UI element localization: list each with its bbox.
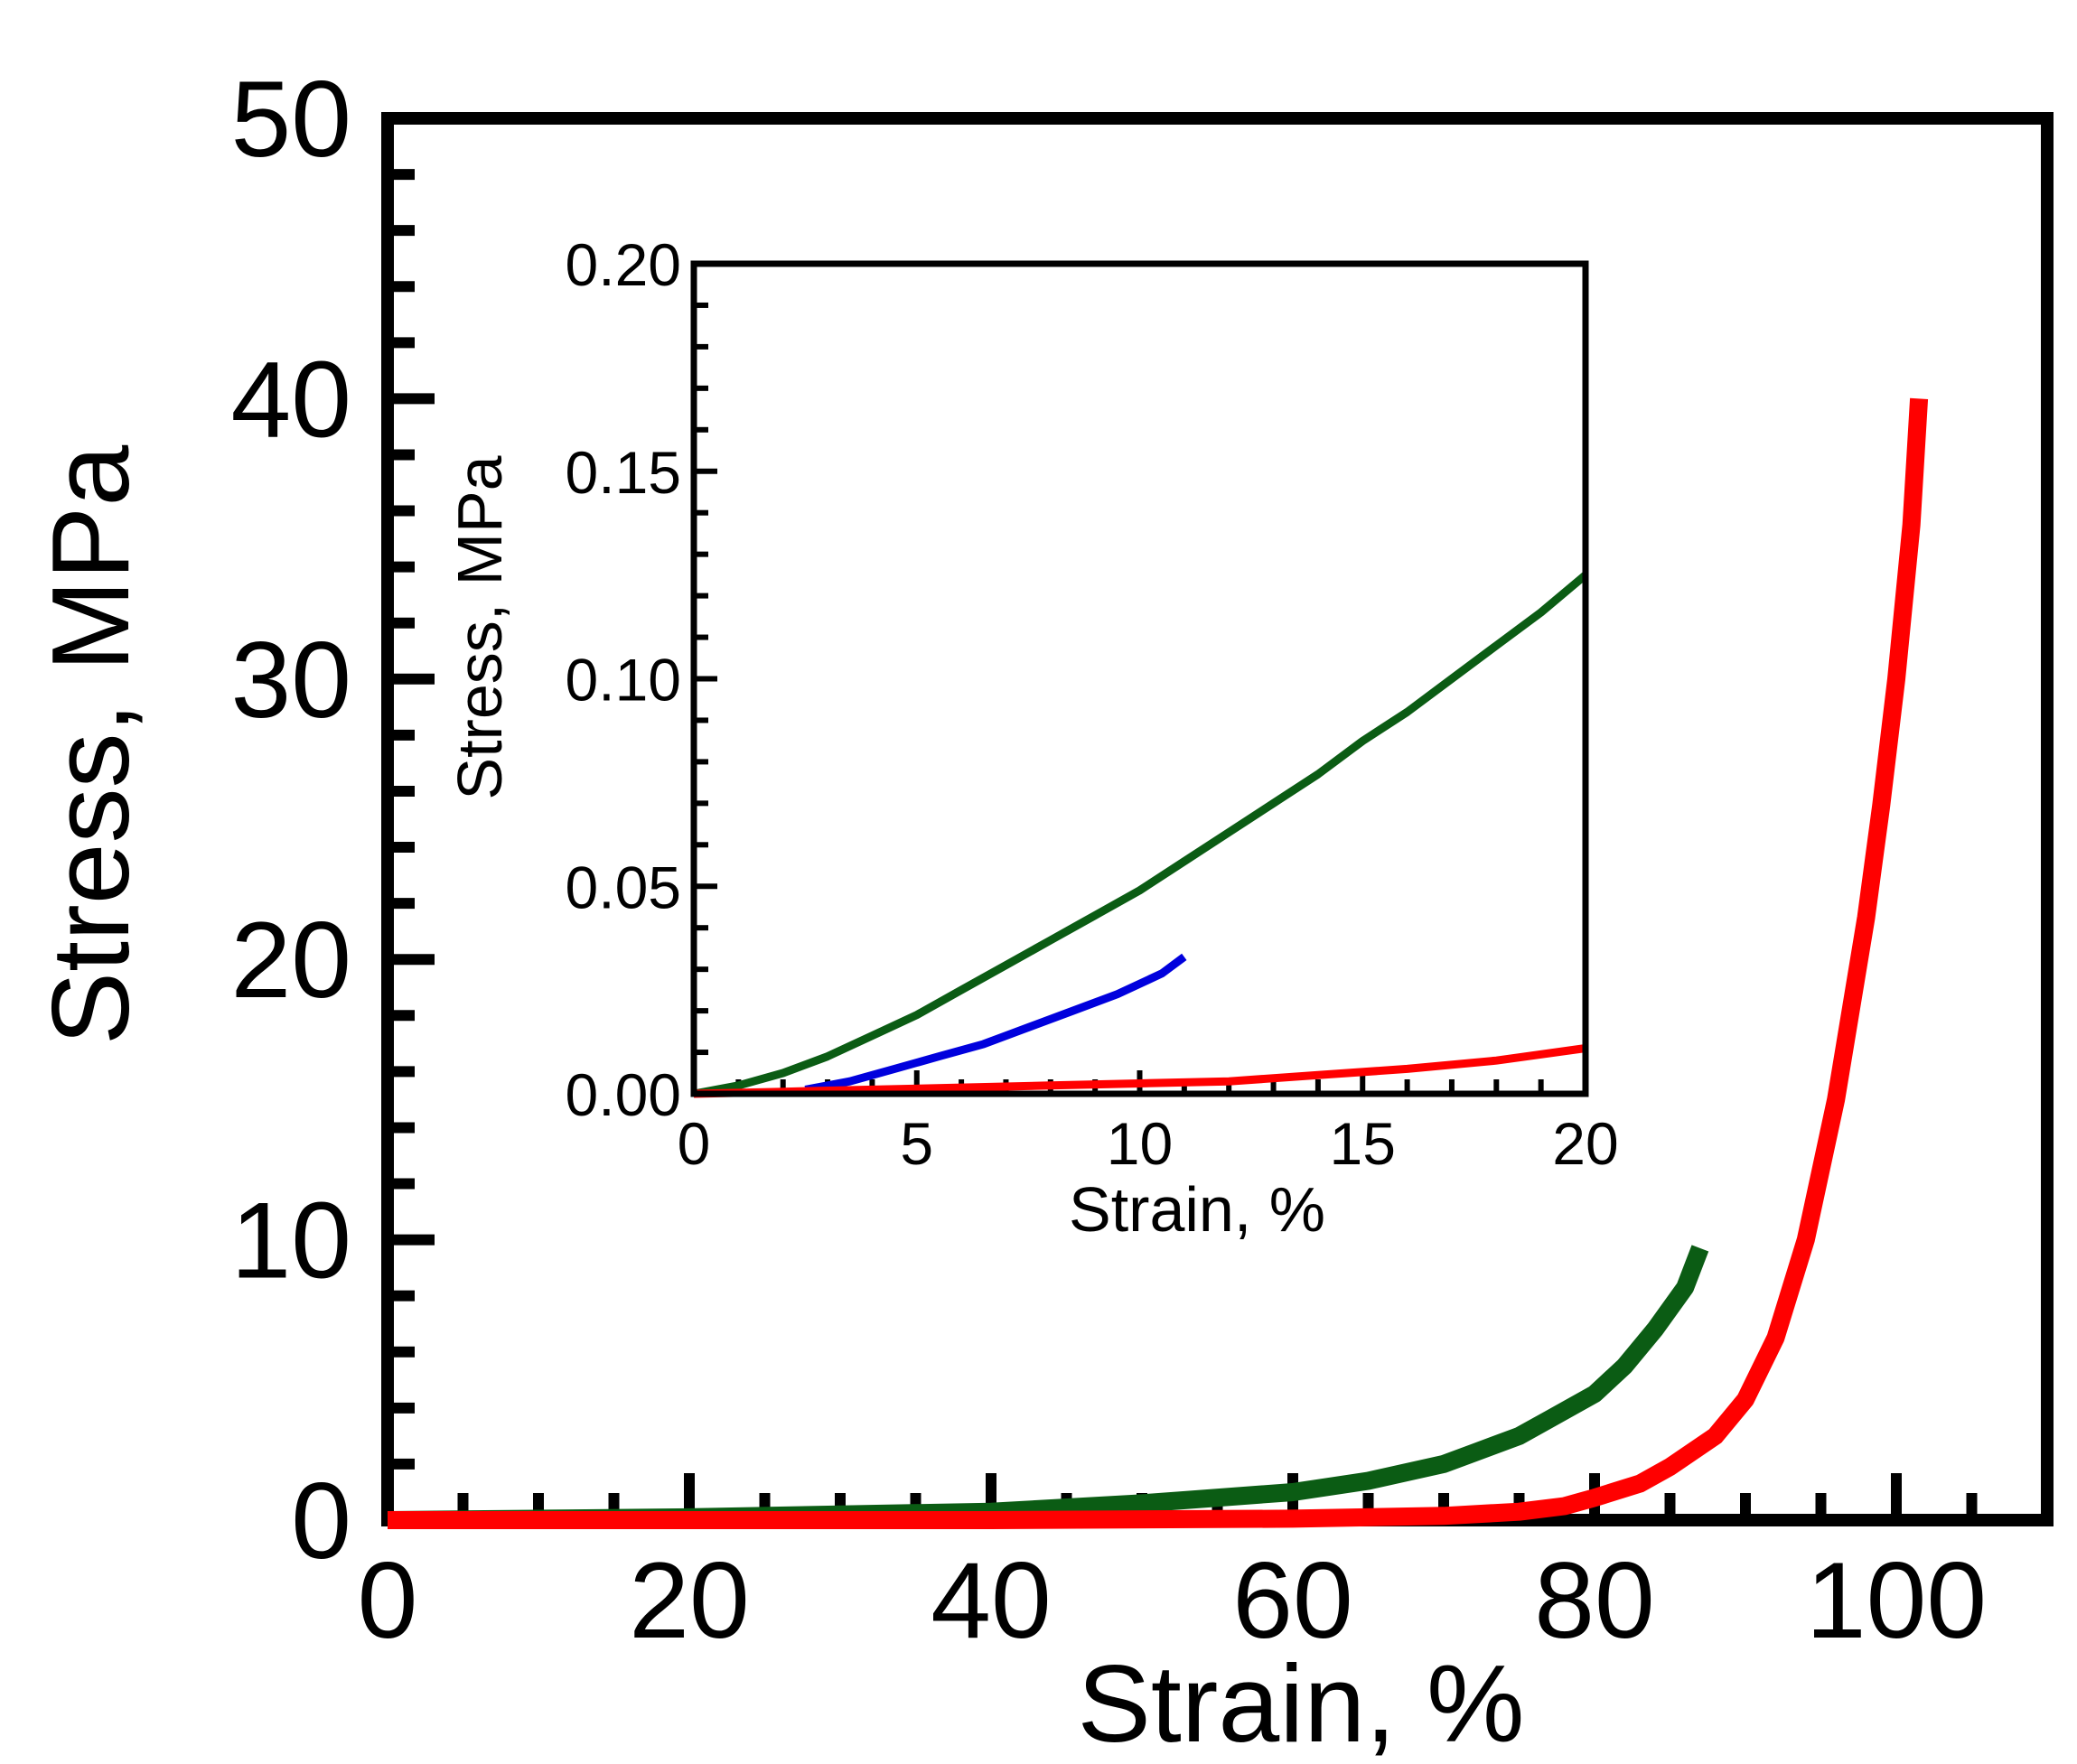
main-x-tick-label: 80 (1534, 1540, 1654, 1661)
main-x-tick-label: 100 (1806, 1540, 1987, 1661)
inset-series-group (693, 572, 1588, 1098)
inset-y-tick-label: 0.20 (566, 231, 681, 298)
main-x-tick-labels: 0 20 40 60 80 100 (358, 1540, 1987, 1661)
main-series-green (387, 1245, 1709, 1529)
inset-x-axis-title: Strain, % (1069, 1174, 1325, 1245)
inset-plot-frame (690, 260, 1589, 1097)
inset-series-green (693, 572, 1588, 1098)
main-x-tick-label: 40 (931, 1540, 1051, 1661)
inset-x-tick-labels: 0 5 10 15 20 (678, 1110, 1619, 1177)
inset-x-tick-label: 10 (1107, 1110, 1173, 1177)
inset-y-tick-label: 0.10 (566, 647, 681, 714)
main-x-tick-label: 60 (1232, 1540, 1352, 1661)
main-y-tick-label: 30 (231, 620, 351, 741)
inset-x-tick-label: 15 (1330, 1110, 1396, 1177)
main-x-tick-label: 0 (358, 1540, 418, 1661)
inset-plot: 0 5 10 15 20 0.000.050.100.150.20 Strain, % … (444, 231, 1619, 1245)
inset-y-tick-label: 0.00 (566, 1061, 681, 1128)
inset-y-tick-label: 0.15 (566, 439, 681, 506)
inset-y-tick-labels: 0.00 0.05 0.10 0.15 0.20 (566, 231, 681, 1128)
main-y-tick-label: 40 (231, 339, 351, 460)
main-x-axis-title: Strain, % (1078, 1642, 1525, 1764)
main-y-tick-label: 0 (291, 1461, 351, 1582)
main-y-tick-label: 10 (231, 1181, 351, 1302)
main-series-red (388, 397, 1929, 1529)
main-y-tick-label: 50 (231, 59, 351, 180)
main-x-tick-label: 20 (629, 1540, 749, 1661)
main-series-group (387, 397, 1929, 1529)
main-y-tick-labels: 0 10 20 30 40 50 (231, 59, 351, 1582)
inset-x-tick-label: 0 (678, 1110, 711, 1177)
inset-y-axis-title: Stress, MPa (444, 455, 515, 799)
inset-series-red (693, 1044, 1586, 1098)
inset-x-tick-label: 5 (900, 1110, 933, 1177)
main-y-axis-title: Stress, MPa (29, 445, 152, 1046)
main-y-tick-label: 20 (231, 900, 351, 1021)
inset-x-tick-label: 20 (1552, 1110, 1618, 1177)
inset-y-tick-label: 0.05 (566, 854, 681, 920)
inset-background (694, 264, 1586, 1094)
inset-series-blue (804, 953, 1187, 1094)
